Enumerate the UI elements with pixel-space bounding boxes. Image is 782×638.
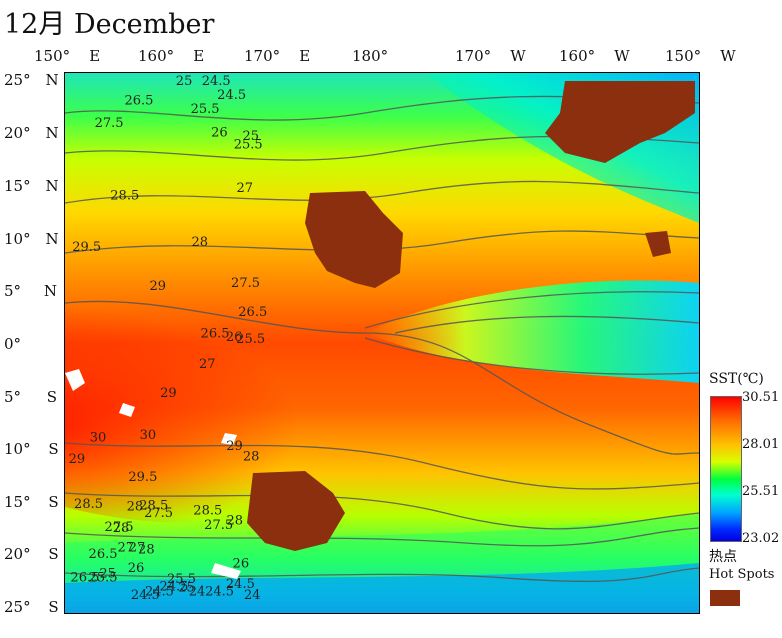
contour-label: 28.5 bbox=[193, 504, 222, 519]
hotspot-region bbox=[545, 81, 695, 163]
contour-labels: 24.52524.525.52625.52526.527.52728.52829… bbox=[69, 74, 268, 603]
contour-label: 25.5 bbox=[191, 102, 220, 117]
contour-label: 27.5 bbox=[144, 506, 173, 521]
contour-label: 26.5 bbox=[89, 547, 118, 562]
lat-label: 0° bbox=[4, 335, 22, 353]
hotspot-region bbox=[247, 471, 345, 551]
hotspot-legend-swatch bbox=[710, 590, 740, 606]
contour-label: 24.5 bbox=[202, 74, 231, 89]
contour-label: 27.5 bbox=[204, 518, 233, 533]
lat-label: 20° N bbox=[4, 124, 59, 142]
contour-label: 26.5 bbox=[238, 305, 267, 320]
lat-label: 25° N bbox=[4, 71, 59, 89]
lon-label: 160° E bbox=[138, 47, 205, 65]
contour-label: 28.5 bbox=[110, 188, 139, 203]
contour-label: 25.5 bbox=[236, 332, 265, 347]
contour-label: 26 bbox=[226, 330, 243, 345]
contour-label: 24.5 bbox=[205, 585, 234, 600]
lat-label: 5° N bbox=[4, 282, 58, 300]
contour-label: 26.5 bbox=[70, 571, 99, 586]
lat-label: 20° S bbox=[4, 545, 59, 563]
lat-label: 25° S bbox=[4, 598, 59, 616]
contour-label: 28 bbox=[113, 521, 130, 536]
contour-label: 28 bbox=[191, 235, 208, 250]
lon-label: 170° W bbox=[455, 47, 526, 65]
map-title: 12月 December bbox=[4, 9, 215, 40]
contour-label: 28.5 bbox=[74, 497, 103, 512]
contour-label: 28 bbox=[227, 513, 244, 528]
hotspot-legend-label: Hot Spots bbox=[709, 567, 775, 582]
contour-label: 29 bbox=[160, 386, 177, 401]
contour-label: 27 bbox=[199, 357, 216, 372]
sst-colorbar bbox=[710, 396, 742, 542]
contour-label: 26.5 bbox=[201, 327, 230, 342]
land-island bbox=[211, 563, 241, 579]
contour-label: 29 bbox=[226, 439, 243, 454]
hotspot-legend-label-cn: 热点 bbox=[709, 549, 737, 565]
contour-label: 28 bbox=[243, 450, 260, 465]
lat-label: 10° N bbox=[4, 230, 59, 248]
sst-map: 24.5 25 24.5 25.5 26 25.5 25 26.5 27.5 27 28.5 28 29… bbox=[64, 72, 700, 614]
lat-label: 15° N bbox=[4, 177, 59, 195]
contour-label: 24.5 bbox=[217, 88, 246, 103]
contour-label: 25 bbox=[99, 566, 116, 581]
lon-label: 180° bbox=[352, 47, 389, 65]
contour-label: 29 bbox=[150, 279, 167, 294]
contour-label: 28 bbox=[127, 499, 144, 514]
lon-label: 170° E bbox=[244, 47, 311, 65]
land-island bbox=[119, 403, 135, 417]
colorbar-tick: 23.02 bbox=[742, 531, 780, 546]
contour-label: 30 bbox=[90, 430, 107, 445]
contour-label: 25.5 bbox=[89, 571, 118, 586]
colorbar-tick: 30.51 bbox=[742, 390, 780, 405]
contour-label: 25.5 bbox=[234, 138, 263, 153]
contour-label: 25 bbox=[176, 74, 193, 89]
contour-label: 30 bbox=[140, 428, 157, 443]
contour-label: 27.5 bbox=[95, 116, 124, 131]
contour-label: 26 bbox=[211, 126, 228, 141]
contour-label: 25 bbox=[178, 580, 195, 595]
contour-label: 27.5 bbox=[231, 276, 260, 291]
contour-label: 24.5 bbox=[226, 577, 255, 592]
legend-title: SST(℃) bbox=[709, 371, 764, 387]
lon-label: 150° W bbox=[665, 47, 736, 65]
contour-label: 24 bbox=[244, 588, 261, 603]
hotspot-region bbox=[645, 231, 671, 257]
hotspot-region bbox=[305, 191, 403, 288]
sst-field: 24.52524.525.52625.52526.527.52728.52829… bbox=[65, 73, 699, 613]
hotspot-regions bbox=[247, 81, 695, 551]
contour-label: 24.5 bbox=[159, 579, 188, 594]
contour-label: 24.5 bbox=[145, 585, 174, 600]
land-islands bbox=[65, 369, 241, 579]
contour-label: 27.5 bbox=[105, 520, 134, 535]
contour-label: 29.5 bbox=[128, 470, 157, 485]
contour-label: 26 bbox=[128, 561, 145, 576]
contour-label: 29 bbox=[69, 452, 86, 467]
lon-label: 160° W bbox=[559, 47, 630, 65]
contour-label: 24 bbox=[189, 585, 206, 600]
contour-label: 24.5 bbox=[131, 588, 160, 603]
contour-label: 26.5 bbox=[124, 93, 153, 108]
lon-label: 150° E bbox=[34, 47, 101, 65]
contour-label: 27 bbox=[118, 540, 135, 555]
land-island bbox=[65, 369, 85, 391]
contour-label: 25 bbox=[243, 129, 260, 144]
colorbar-tick: 25.51 bbox=[742, 484, 780, 499]
contour-label: 25.5 bbox=[167, 572, 196, 587]
lat-label: 15° S bbox=[4, 493, 59, 511]
land-island bbox=[221, 433, 237, 445]
lat-label: 5° S bbox=[4, 388, 58, 406]
contour-label: 27 bbox=[236, 181, 253, 196]
colorbar-tick: 28.01 bbox=[742, 437, 780, 452]
contour-label: 28.5 bbox=[139, 498, 168, 513]
lat-label: 10° S bbox=[4, 440, 59, 458]
contour-label: 29.5 bbox=[72, 240, 101, 255]
contour-label: 28 bbox=[138, 543, 155, 558]
contour-label: 27 bbox=[129, 540, 146, 555]
contour-label: 26 bbox=[233, 557, 250, 572]
